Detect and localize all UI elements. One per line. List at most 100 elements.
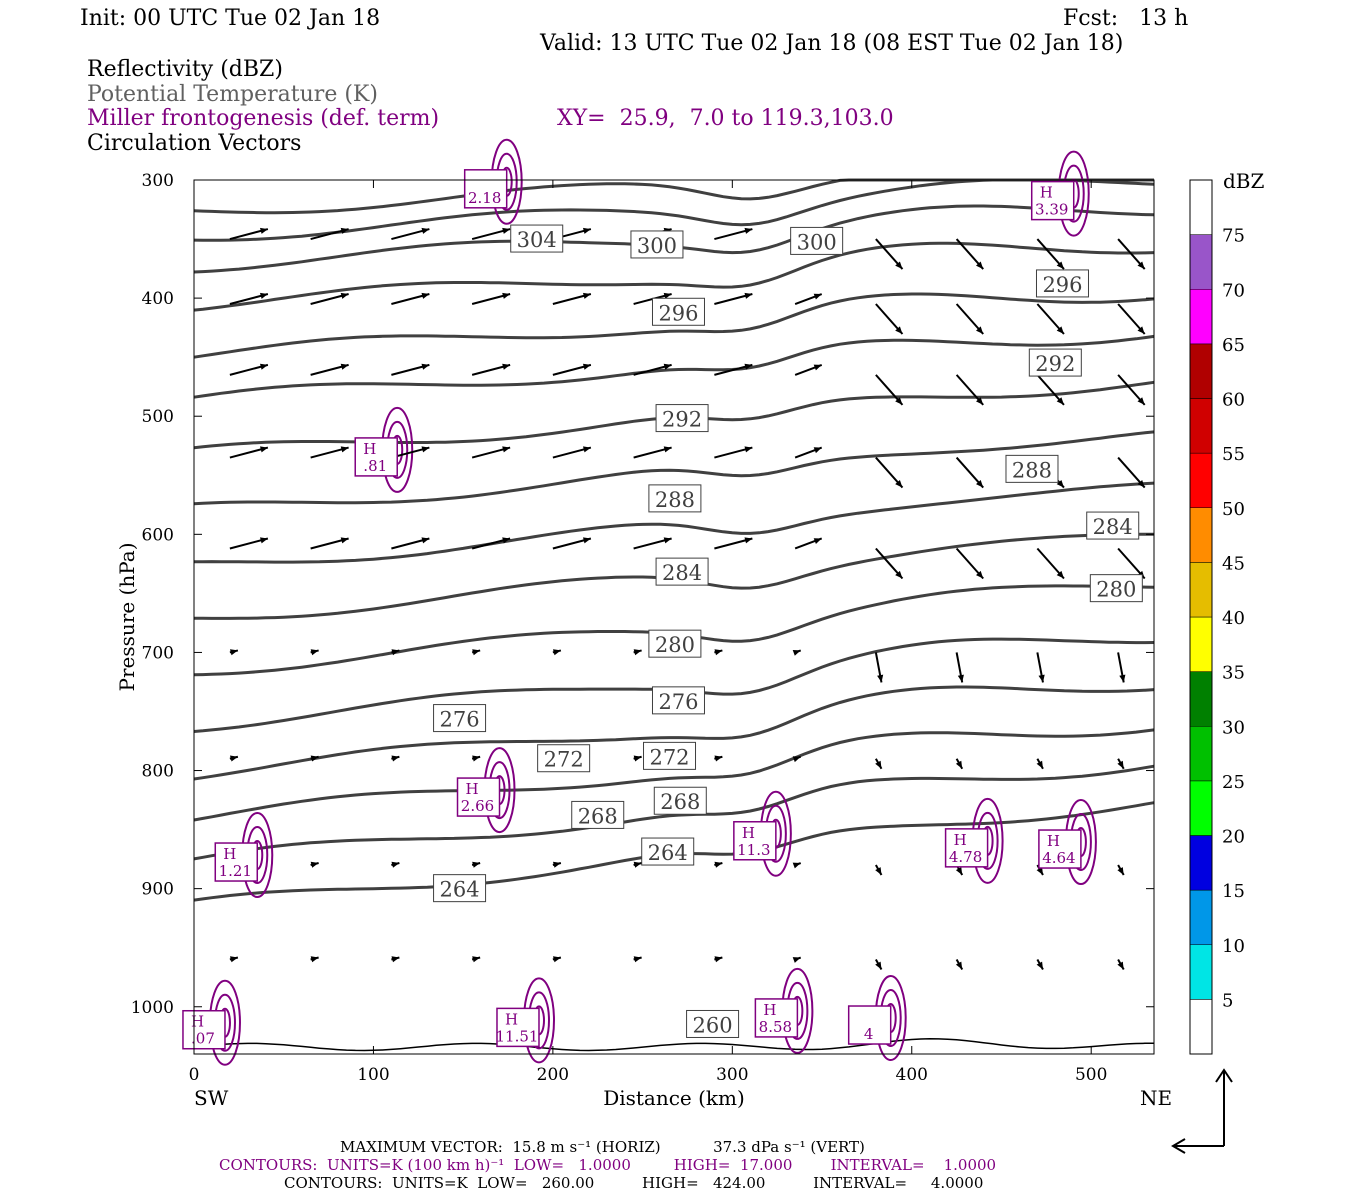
vector-arrowhead (1056, 261, 1064, 270)
vector-arrowhead (813, 538, 822, 544)
fronto-max-box (182, 1009, 226, 1050)
vector-arrowhead (955, 867, 963, 875)
colorbar-swatch (1189, 726, 1213, 782)
colorbar-swatch (1189, 671, 1213, 727)
colorbar-label: 75 (1222, 226, 1245, 247)
theta-label: 264 (440, 878, 480, 902)
theta-label-box (571, 800, 625, 829)
fronto-max-value: 4.78 (949, 848, 982, 866)
vector-arrowhead (260, 446, 268, 453)
vector-arrowhead (1119, 674, 1126, 683)
fronto-max-box (944, 828, 989, 868)
vector-arrowhead (1056, 397, 1064, 405)
colorbar-frame (1189, 179, 1213, 1055)
vector-arrowhead (744, 227, 753, 234)
vector-arrowhead (663, 537, 672, 544)
colorbar-label: 5 (1222, 990, 1233, 1011)
vector-arrowhead (230, 755, 238, 762)
colorbar-label: 30 (1222, 717, 1245, 738)
field-reflectivity: Reflectivity (dBZ) (87, 57, 283, 82)
theta-label-box (630, 230, 684, 259)
fronto-max-value: 2.66 (461, 797, 494, 815)
vector-arrowhead (340, 537, 349, 544)
vector-arrowhead (633, 755, 642, 762)
colorbar-label: 10 (1222, 936, 1245, 957)
vector-arrowhead (230, 956, 238, 963)
vector-arrowhead (310, 649, 319, 656)
theta-label-box (537, 744, 591, 773)
theta-label: 288 (655, 488, 695, 512)
fronto-max-h: H (1040, 184, 1053, 202)
vector-arrowhead (553, 956, 561, 963)
vector-arrowhead (310, 956, 319, 963)
vector-arrowhead (1056, 480, 1064, 488)
colorbar-label: 25 (1222, 772, 1245, 793)
vector-arrowhead (663, 292, 672, 299)
vector-arrowhead (895, 261, 903, 270)
max-vector-info: MAXIMUM VECTOR: 15.8 m s⁻¹ (HORIZ) 37.3 … (340, 1138, 865, 1156)
theta-label: 284 (662, 561, 702, 585)
colorbar-label: 50 (1222, 499, 1245, 520)
vector-arrowhead (976, 397, 984, 405)
fronto-max-box (496, 1007, 540, 1048)
theta-isentrope (194, 481, 1155, 564)
vector-arrowhead (260, 537, 268, 544)
vector-arrowhead (502, 227, 511, 234)
vector-arrowhead (895, 480, 903, 488)
theta-label: 300 (797, 230, 837, 254)
theta-label-box (1086, 511, 1140, 540)
axes: 0 100 200 300 400 500 300 400 500 600 700 800 900 100… (131, 171, 1154, 1085)
colorbar-swatch (1189, 889, 1213, 945)
y-axis-label: Pressure (hPa) (115, 543, 139, 692)
ne-label: NE (1140, 1086, 1172, 1110)
vector-arrowhead (792, 862, 801, 869)
vector-arrowhead (663, 446, 672, 453)
fronto-max-h: H (763, 1001, 776, 1019)
fronto-max-value: 11.3 (737, 841, 770, 859)
vector-arrowhead (472, 956, 481, 963)
y-tick-label: 300 (142, 171, 174, 191)
vector-arrowhead (340, 446, 349, 453)
colorbar-swatch (1189, 398, 1213, 454)
theta-label: 272 (544, 748, 584, 772)
fronto-max-box (354, 437, 398, 477)
theta-labels: 304 300 300 296 296 292 292 288 288 284 284 280 280 2… (433, 224, 1143, 1038)
theta-label-box (655, 557, 709, 586)
vector-arrowhead (391, 649, 400, 656)
fronto-max-value: 11.51 (496, 1027, 539, 1045)
theta-label-box (433, 874, 487, 903)
vector-arrowhead (1137, 397, 1145, 405)
x-tick-label: 0 (189, 1065, 200, 1085)
vector-arrowhead (813, 364, 822, 371)
fronto-max-h: H (742, 824, 755, 842)
theta-isentrope (193, 728, 1155, 822)
vector-arrowhead (583, 292, 591, 299)
vector-arrowhead (260, 363, 268, 370)
vector-arrowhead (976, 570, 984, 579)
vector-arrowhead (260, 292, 268, 299)
theta-label: 268 (578, 804, 618, 828)
colorbar-unit: dBZ (1223, 169, 1265, 193)
fronto-max-value: .81 (363, 457, 387, 475)
x-tick-label: 100 (357, 1065, 389, 1085)
theta-label-box (790, 226, 844, 255)
fronto-max-value: 2.18 (468, 189, 501, 207)
vector-arrowhead (340, 363, 349, 370)
vector-arrowhead (391, 755, 400, 762)
x-tick-label: 500 (1075, 1065, 1107, 1085)
vector-arrowhead (1056, 570, 1064, 579)
vector-arrowhead (391, 956, 400, 963)
vector-arrowhead (502, 292, 511, 299)
theta-label-box (641, 837, 695, 866)
y-tick-label: 500 (142, 407, 174, 427)
vector-arrowhead (714, 649, 723, 656)
vector-arrowhead (421, 363, 430, 370)
fronto-max-value: 4 (864, 1025, 874, 1043)
fronto-max-box (733, 821, 777, 861)
theta-label: 280 (1096, 578, 1136, 602)
y-tick-label: 900 (142, 880, 174, 900)
theta-label-box (1005, 454, 1059, 483)
y-tick-label: 700 (142, 643, 174, 663)
colorbar-label: 70 (1222, 280, 1245, 301)
theta-label: 272 (649, 745, 689, 769)
